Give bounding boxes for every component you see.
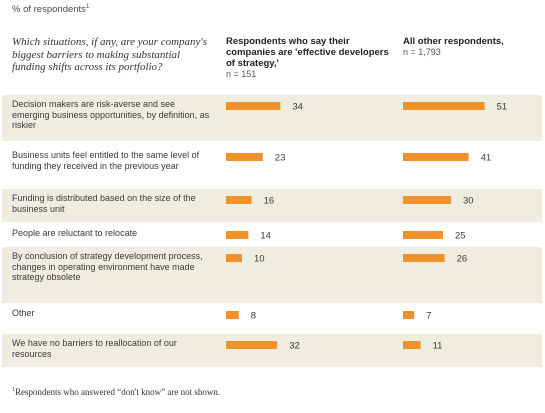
category-label: Business units feel entitled to the same…	[12, 150, 200, 171]
row-band	[2, 334, 542, 367]
data-label: 7	[426, 311, 431, 322]
row-band	[2, 189, 542, 222]
data-label: 11	[433, 341, 443, 352]
data-label: 26	[457, 254, 468, 265]
unit-label: % of respondents1	[12, 4, 90, 16]
category-label: People are reluctant to relocate	[12, 228, 138, 238]
bar	[403, 311, 415, 319]
bar	[226, 153, 263, 161]
column-header-other: All other respondents, n = 1,793	[403, 36, 533, 58]
data-label: 23	[275, 153, 286, 164]
column-header-other-n: n = 1,793	[403, 47, 441, 57]
bar	[403, 196, 451, 204]
data-label: 8	[251, 311, 256, 322]
data-label: 25	[455, 231, 466, 242]
data-label: 14	[260, 231, 271, 242]
data-label: 34	[292, 102, 303, 113]
bar	[226, 254, 242, 262]
bar	[226, 311, 239, 319]
category-label: Other	[12, 308, 35, 318]
footnote: 1Respondents who answered “don't know” a…	[12, 387, 221, 397]
data-label: 10	[254, 254, 265, 265]
category-label: We have no barriers to reallocation of o…	[12, 338, 177, 359]
bar	[226, 102, 281, 110]
chart-question: Which situations, if any, are your compa…	[12, 36, 208, 73]
column-header-effective-title: Respondents who say their companies are …	[226, 36, 389, 69]
bar	[403, 341, 421, 349]
bar	[403, 254, 445, 262]
column-header-effective: Respondents who say their companies are …	[226, 36, 391, 80]
bar	[226, 231, 249, 239]
bar	[403, 231, 443, 239]
column-header-effective-n: n = 151	[226, 69, 257, 79]
data-label: 41	[481, 153, 492, 164]
category-label: Funding is distributed based on the size…	[12, 193, 196, 214]
data-label: 51	[497, 102, 508, 113]
column-header-other-title: All other respondents,	[403, 36, 504, 47]
bar	[226, 196, 252, 204]
bar	[226, 341, 278, 349]
data-label: 32	[289, 341, 300, 352]
category-label: Decision makers are risk-averse and see …	[12, 99, 210, 130]
data-label: 30	[463, 196, 474, 207]
category-label: By conclusion of strategy development pr…	[12, 251, 203, 282]
data-label: 16	[264, 196, 275, 207]
bar	[403, 102, 485, 110]
bar	[403, 153, 469, 161]
row-band	[2, 247, 542, 303]
